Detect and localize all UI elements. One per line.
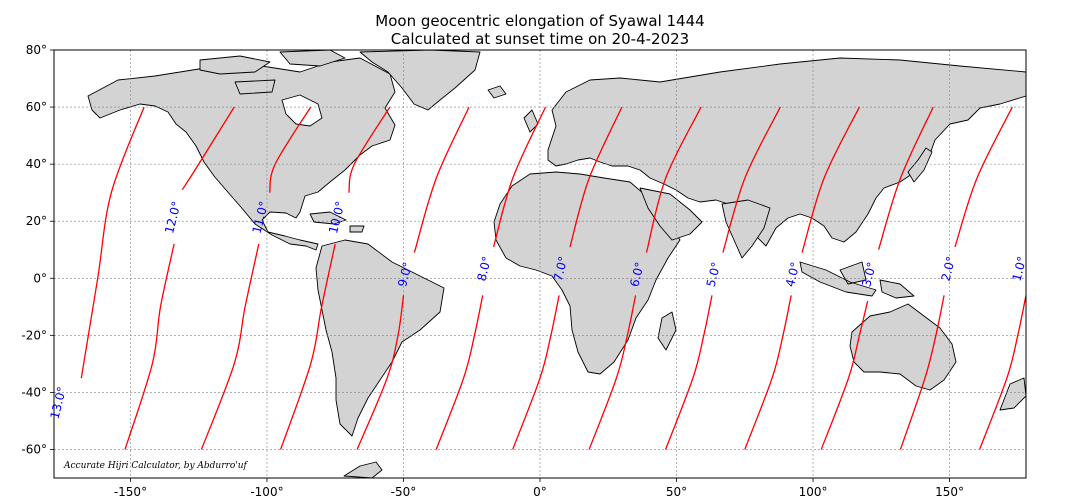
land-india — [721, 199, 771, 259]
land-japan — [907, 147, 933, 183]
grid-lines — [54, 50, 1026, 478]
map-title-line1: Moon geocentric elongation of Syawal 144… — [375, 12, 705, 30]
y-tick-label: 80° — [26, 43, 47, 57]
contour-line-12 — [124, 243, 175, 450]
contour-line-6 — [645, 106, 702, 253]
contour-line-9 — [413, 106, 470, 253]
contour-line-5 — [664, 295, 713, 450]
contour-line-4 — [801, 106, 860, 253]
y-tick-label: 40° — [26, 157, 47, 171]
contour-label: 6.0° — [627, 261, 647, 289]
land-iceland — [487, 85, 507, 99]
map-title: Moon geocentric elongation of Syawal 144… — [0, 12, 1080, 48]
land-africa — [493, 171, 681, 375]
land-arctic-islands — [199, 50, 346, 95]
contour-label: 4.0° — [783, 261, 803, 289]
x-tick-label: -150° — [114, 485, 147, 499]
contour-line-10 — [348, 106, 391, 193]
contour-line-9 — [356, 295, 405, 450]
contour-label: 1.0° — [1010, 255, 1030, 283]
landmasses — [87, 50, 1026, 478]
land-greenland — [359, 50, 481, 111]
contour-label: 7.0° — [551, 255, 571, 283]
contour-line-5 — [722, 106, 781, 253]
y-tick-label: -20° — [21, 328, 47, 342]
contour-line-13 — [80, 106, 145, 379]
contour-line-2 — [954, 106, 1013, 248]
y-tick-label: 60° — [26, 100, 47, 114]
y-tick-label: -40° — [21, 385, 47, 399]
contour-line-4 — [744, 295, 792, 450]
contour-line-12 — [181, 106, 235, 191]
contour-line-6 — [588, 295, 637, 450]
contour-line-2 — [899, 295, 945, 450]
contour-label: 8.0° — [474, 255, 494, 283]
contour-line-3 — [820, 300, 869, 450]
x-tick-label: -50° — [391, 485, 417, 499]
land-australia — [849, 303, 957, 391]
contour-line-11 — [269, 106, 312, 193]
x-tick-label: -100° — [250, 485, 283, 499]
contour-line-7 — [512, 295, 560, 450]
contour-line-7 — [569, 106, 623, 248]
elongation-contours — [80, 106, 1026, 450]
contour-label: 5.0° — [704, 261, 724, 289]
map-title-line2: Calculated at sunset time on 20-4-2023 — [390, 30, 690, 48]
contour-line-10 — [279, 243, 336, 450]
contour-line-3 — [877, 106, 934, 250]
contour-label: 3.0° — [859, 261, 879, 289]
contour-line-11 — [200, 243, 260, 450]
land-hudson-gap — [281, 94, 323, 127]
contour-line-1 — [978, 295, 1026, 450]
y-tick-label: 20° — [26, 214, 47, 228]
contour-line-8 — [492, 106, 547, 248]
x-axis-ticks: -150° -100° -50° 0° 50° 100° 150° — [114, 478, 964, 499]
contour-line-8 — [435, 295, 484, 450]
contour-label: 9.0° — [395, 261, 415, 289]
land-caribbean — [309, 211, 365, 233]
contour-labels: 13.0°12.0° 11.0° 10.0°9.0° 8.0° 7.0° 6.0° 5.0°… — [48, 200, 1030, 421]
land-madagascar — [657, 311, 677, 351]
y-axis-ticks: 80° 60° 40° 20° 0° -20° -40° -60° — [21, 43, 54, 456]
land-indonesia — [799, 261, 915, 299]
y-tick-label: 0° — [33, 271, 47, 285]
x-tick-label: 0° — [533, 485, 547, 499]
land-new-zealand — [999, 377, 1026, 411]
land-south-america — [315, 239, 445, 437]
y-tick-label: -60° — [21, 442, 47, 456]
x-tick-label: 100° — [799, 485, 828, 499]
land-eurasia — [547, 57, 1026, 247]
contour-label: 2.0° — [939, 255, 959, 283]
credit-text: Accurate Hijri Calculator, by Abdurro'uf — [63, 461, 249, 471]
x-tick-label: 50° — [666, 485, 687, 499]
x-tick-label: 150° — [935, 485, 964, 499]
